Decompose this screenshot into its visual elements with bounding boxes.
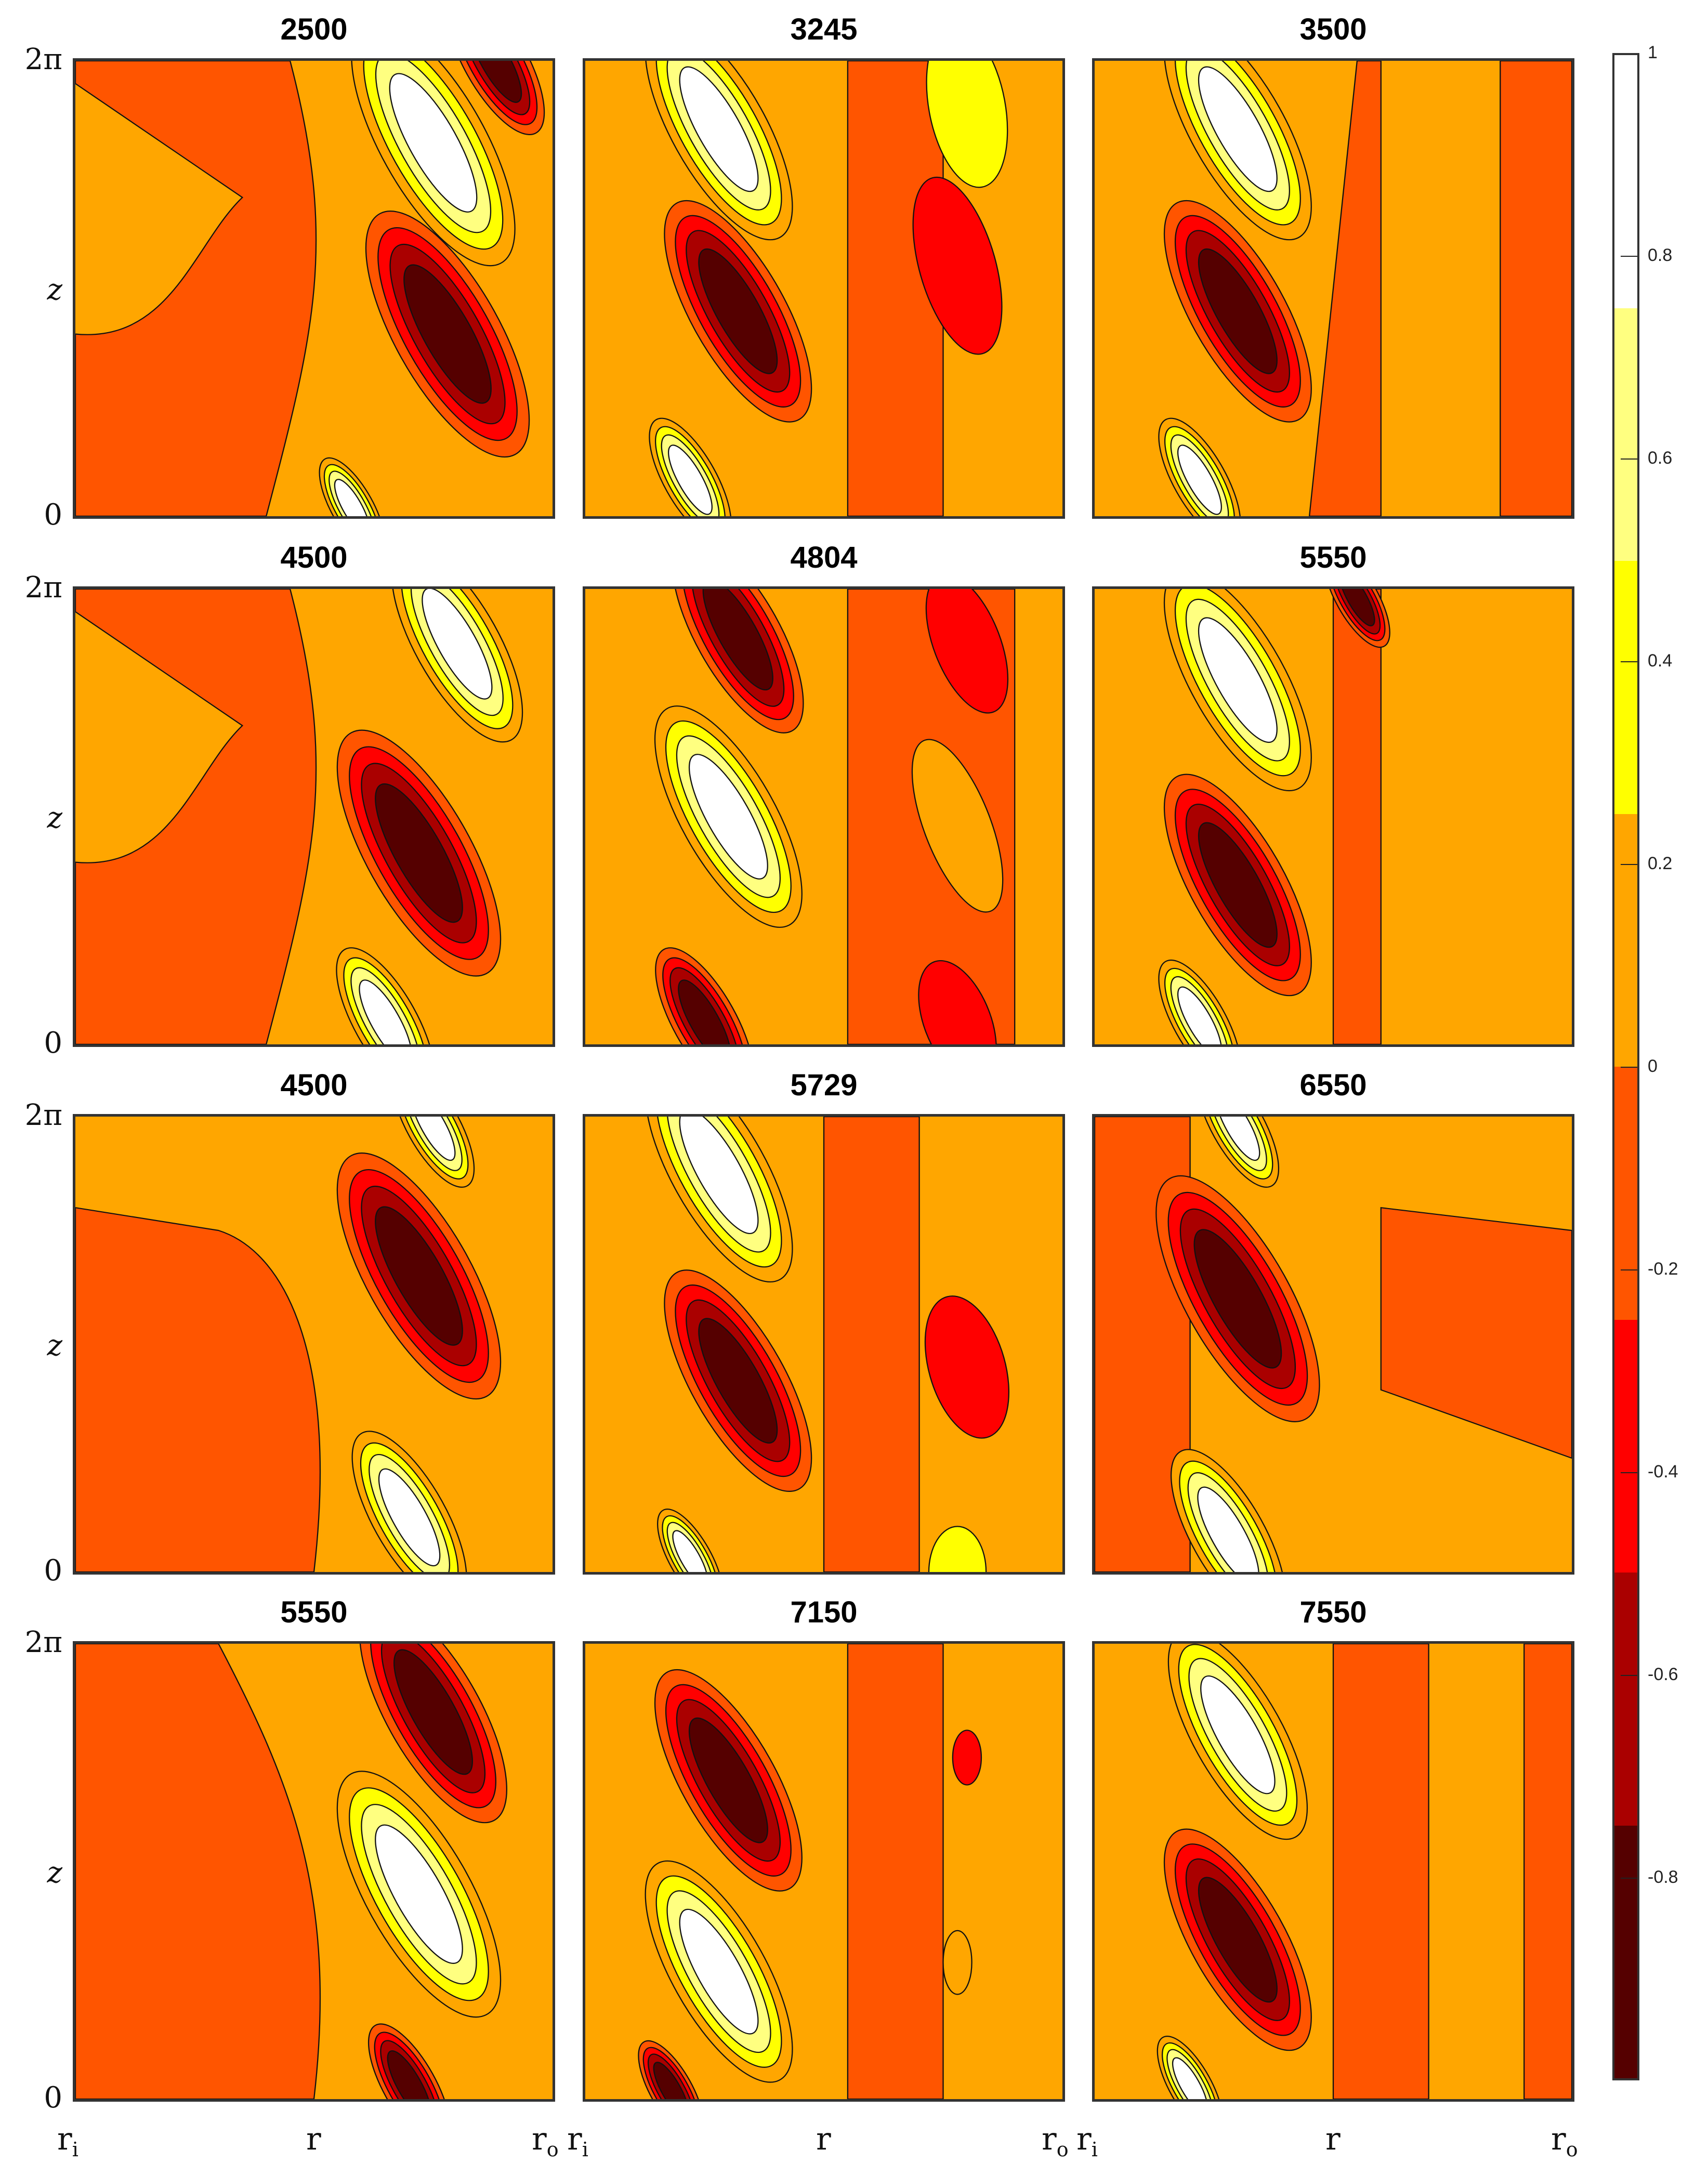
contour-panel bbox=[1092, 58, 1574, 519]
contour-panel bbox=[73, 1114, 555, 1575]
colorbar-tick-label: -0.6 bbox=[1648, 1665, 1678, 1684]
panel-title: 3245 bbox=[790, 12, 858, 46]
contour-panel bbox=[583, 586, 1065, 1047]
x-tick-r-outer: ro bbox=[1551, 2121, 1578, 2161]
colorbar-tick-label: 1 bbox=[1648, 43, 1658, 62]
x-axis-label: r bbox=[306, 2121, 321, 2157]
panel-title: 5550 bbox=[1299, 541, 1367, 574]
y-tick-label: 2π bbox=[24, 43, 62, 76]
colorbar-tick-label: 0.6 bbox=[1648, 448, 1673, 468]
x-tick-r-outer: ro bbox=[532, 2121, 559, 2161]
panel-title: 7150 bbox=[790, 1595, 858, 1629]
colorbar-tick-label: 0 bbox=[1648, 1056, 1658, 1076]
colorbar-tick-label: -0.4 bbox=[1648, 1462, 1678, 1482]
panel-title: 5729 bbox=[790, 1068, 858, 1102]
x-tick-r-inner: ri bbox=[1076, 2121, 1098, 2161]
y-tick-label: 0 bbox=[44, 1026, 62, 1060]
colorbar-tick-mark bbox=[1621, 864, 1637, 865]
x-axis-label: r bbox=[816, 2121, 831, 2157]
y-tick-label: 0 bbox=[44, 2081, 62, 2115]
colorbar-tick-label: -0.2 bbox=[1648, 1259, 1678, 1279]
contour-panel bbox=[1092, 586, 1574, 1047]
y-axis-label: z bbox=[47, 801, 62, 835]
y-axis-label: z bbox=[47, 1329, 62, 1362]
y-axis-label: z bbox=[47, 1856, 62, 1890]
colorbar-tick-mark bbox=[1621, 1472, 1637, 1473]
x-tick-r-outer: ro bbox=[1042, 2121, 1069, 2161]
panel-title: 3500 bbox=[1299, 12, 1367, 46]
panel-title: 5550 bbox=[280, 1595, 348, 1629]
colorbar-tick-label: 0.8 bbox=[1648, 245, 1673, 265]
colorbar-tick-label: 0.2 bbox=[1648, 854, 1673, 873]
colorbar-tick-mark bbox=[1621, 661, 1637, 662]
y-tick-label: 0 bbox=[44, 1554, 62, 1588]
colorbar-tick-mark bbox=[1621, 458, 1637, 460]
contour-panel bbox=[583, 1641, 1065, 2102]
panel-title: 4500 bbox=[280, 1068, 348, 1102]
colorbar-tick-label: -0.8 bbox=[1648, 1867, 1678, 1887]
panel-title: 4500 bbox=[280, 541, 348, 574]
panel-title: 4804 bbox=[790, 541, 858, 574]
y-tick-label: 0 bbox=[44, 498, 62, 532]
y-axis-label: z bbox=[47, 273, 62, 307]
x-tick-r-inner: ri bbox=[57, 2121, 78, 2161]
colorbar-tick-mark bbox=[1621, 1067, 1637, 1068]
panel-title: 7550 bbox=[1299, 1595, 1367, 1629]
panel-title: 2500 bbox=[280, 12, 348, 46]
y-tick-label: 2π bbox=[24, 1626, 62, 1659]
contour-panel bbox=[73, 586, 555, 1047]
colorbar bbox=[1612, 53, 1639, 2080]
colorbar-tick-mark bbox=[1621, 256, 1637, 257]
contour-panel bbox=[1092, 1641, 1574, 2102]
contour-panel bbox=[73, 58, 555, 519]
contour-panel bbox=[73, 1641, 555, 2102]
panel-title: 6550 bbox=[1299, 1068, 1367, 1102]
contour-panel bbox=[1092, 1114, 1574, 1575]
colorbar-tick-label: 0.4 bbox=[1648, 651, 1673, 671]
colorbar-tick-mark bbox=[1621, 1878, 1637, 1879]
colorbar-tick-mark bbox=[1621, 1269, 1637, 1270]
y-tick-label: 2π bbox=[24, 571, 62, 605]
colorbar-tick-mark bbox=[1621, 1675, 1637, 1676]
y-tick-label: 2π bbox=[24, 1098, 62, 1132]
contour-panel bbox=[583, 58, 1065, 519]
x-axis-label: r bbox=[1325, 2121, 1341, 2157]
x-tick-r-inner: ri bbox=[567, 2121, 588, 2161]
contour-panel bbox=[583, 1114, 1065, 1575]
